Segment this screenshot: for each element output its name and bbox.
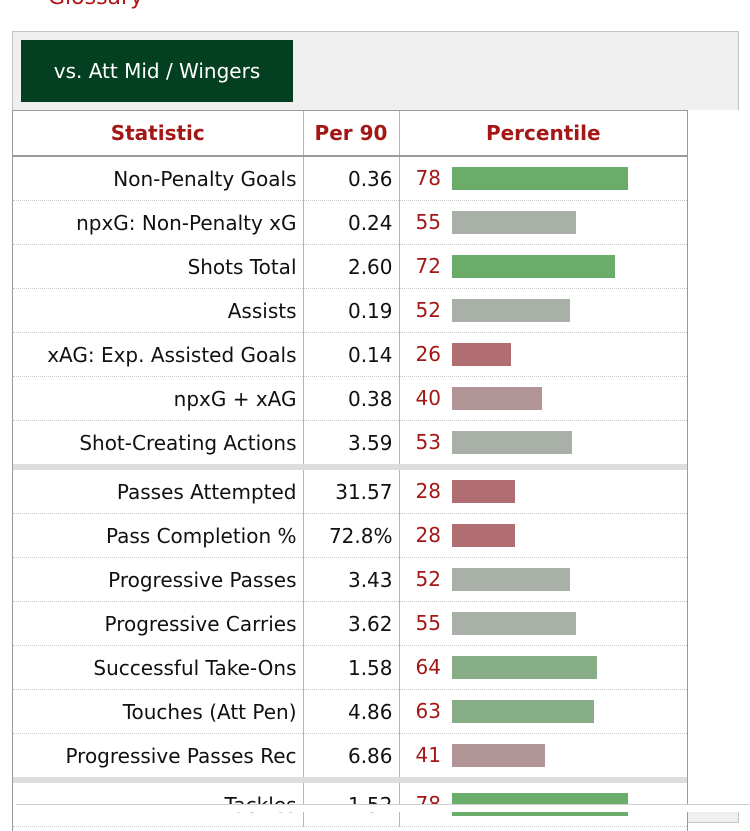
table-row: Touches (Att Pen) 4.86 63: [13, 689, 687, 734]
table-row: Passes Attempted 31.57 28: [13, 464, 687, 514]
panel-background: [686, 110, 750, 811]
percentile-cell: 28: [399, 464, 687, 514]
per90-value: 3.62: [303, 601, 400, 646]
per90-value: 0.14: [303, 332, 400, 377]
percentile-bar: [451, 211, 576, 234]
percentile-value: 28: [415, 479, 441, 503]
per90-value: 1.58: [303, 645, 400, 690]
percentile-cell: 78: [399, 156, 687, 201]
percentile-bar: [451, 299, 570, 322]
percentile-table: Statistic Per 90 Percentile Non-Penalty …: [13, 111, 687, 827]
stat-name: Progressive Passes Rec: [13, 733, 304, 781]
percentile-bar: [451, 255, 615, 278]
table-row: Progressive Passes 3.43 52: [13, 557, 687, 602]
percentile-cell: 28: [399, 513, 687, 558]
percentile-bar: [451, 431, 572, 454]
per90-value: 0.24: [303, 200, 400, 245]
percentile-bar: [451, 480, 515, 503]
table-row: Shot-Creating Actions 3.59 53: [13, 420, 687, 468]
per90-value: 4.86: [303, 689, 400, 734]
percentile-value: 52: [415, 298, 441, 322]
stat-name: Shots Total: [13, 244, 304, 289]
stat-name: Pass Completion %: [13, 513, 304, 558]
table-row: Shots Total 2.60 72: [13, 244, 687, 289]
stat-name: npxG: Non-Penalty xG: [13, 200, 304, 245]
per90-value: 31.57: [303, 464, 400, 514]
table-row: Pass Completion % 72.8% 28: [13, 513, 687, 558]
percentile-cell: 53: [399, 420, 687, 468]
percentile-cell: 41: [399, 733, 687, 781]
percentile-value: 55: [415, 210, 441, 234]
table-row: npxG + xAG 0.38 40: [13, 376, 687, 421]
percentile-value: 64: [415, 655, 441, 679]
column-header-per90[interactable]: Per 90: [303, 111, 400, 157]
table-row: Assists 0.19 52: [13, 288, 687, 333]
percentile-bar: [451, 387, 542, 410]
percentile-cell: 64: [399, 645, 687, 690]
stat-name: Progressive Passes: [13, 557, 304, 602]
per90-value: 6.86: [303, 733, 400, 781]
percentile-value: 53: [415, 430, 441, 454]
percentile-bar: [451, 612, 576, 635]
per90-value: 72.8%: [303, 513, 400, 558]
stat-name: Assists: [13, 288, 304, 333]
percentile-value: 28: [415, 523, 441, 547]
percentile-value: 41: [415, 743, 441, 767]
horizontal-scrollbar[interactable]: [16, 804, 750, 812]
table-row: xAG: Exp. Assisted Goals 0.14 26: [13, 332, 687, 377]
percentile-value: 40: [415, 386, 441, 410]
per90-value: 2.60: [303, 244, 400, 289]
percentile-bar: [451, 167, 628, 190]
stat-name: Shot-Creating Actions: [13, 420, 304, 468]
percentile-table-container: Statistic Per 90 Percentile Non-Penalty …: [12, 110, 688, 831]
percentile-cell: 26: [399, 332, 687, 377]
table-header-row: Statistic Per 90 Percentile: [13, 111, 687, 157]
stat-name: xAG: Exp. Assisted Goals: [13, 332, 304, 377]
column-header-statistic[interactable]: Statistic: [13, 111, 304, 157]
stat-name: Successful Take-Ons: [13, 645, 304, 690]
percentile-value: 78: [415, 166, 441, 190]
percentile-value: 55: [415, 611, 441, 635]
percentile-cell: 63: [399, 689, 687, 734]
table-row: Progressive Carries 3.62 55: [13, 601, 687, 646]
table-row: npxG: Non-Penalty xG 0.24 55: [13, 200, 687, 245]
percentile-cell: 52: [399, 557, 687, 602]
percentile-cell: 40: [399, 376, 687, 421]
percentile-value: 72: [415, 254, 441, 278]
percentile-value: 52: [415, 567, 441, 591]
stat-name: Touches (Att Pen): [13, 689, 304, 734]
table-row: Non-Penalty Goals 0.36 78: [13, 156, 687, 201]
percentile-bar: [451, 524, 515, 547]
per90-value: 0.36: [303, 156, 400, 201]
percentile-value: 63: [415, 699, 441, 723]
stat-name: Non-Penalty Goals: [13, 156, 304, 201]
stat-name: Passes Attempted: [13, 464, 304, 514]
percentile-bar: [451, 656, 597, 679]
percentile-bar: [451, 700, 594, 723]
table-row: Progressive Passes Rec 6.86 41: [13, 733, 687, 781]
column-header-percentile[interactable]: Percentile: [399, 111, 687, 157]
percentile-cell: 55: [399, 601, 687, 646]
stat-name: npxG + xAG: [13, 376, 304, 421]
per90-value: 3.59: [303, 420, 400, 468]
percentile-bar: [451, 343, 511, 366]
glossary-link[interactable]: Glossary: [48, 0, 143, 10]
percentile-cell: 52: [399, 288, 687, 333]
percentile-cell: 55: [399, 200, 687, 245]
tab-position-comparison[interactable]: vs. Att Mid / Wingers: [21, 40, 293, 102]
table-row: Successful Take-Ons 1.58 64: [13, 645, 687, 690]
per90-value: 3.43: [303, 557, 400, 602]
percentile-bar: [451, 744, 545, 767]
per90-value: 0.19: [303, 288, 400, 333]
percentile-bar: [451, 568, 570, 591]
percentile-value: 26: [415, 342, 441, 366]
percentile-cell: 72: [399, 244, 687, 289]
stat-name: Progressive Carries: [13, 601, 304, 646]
per90-value: 0.38: [303, 376, 400, 421]
